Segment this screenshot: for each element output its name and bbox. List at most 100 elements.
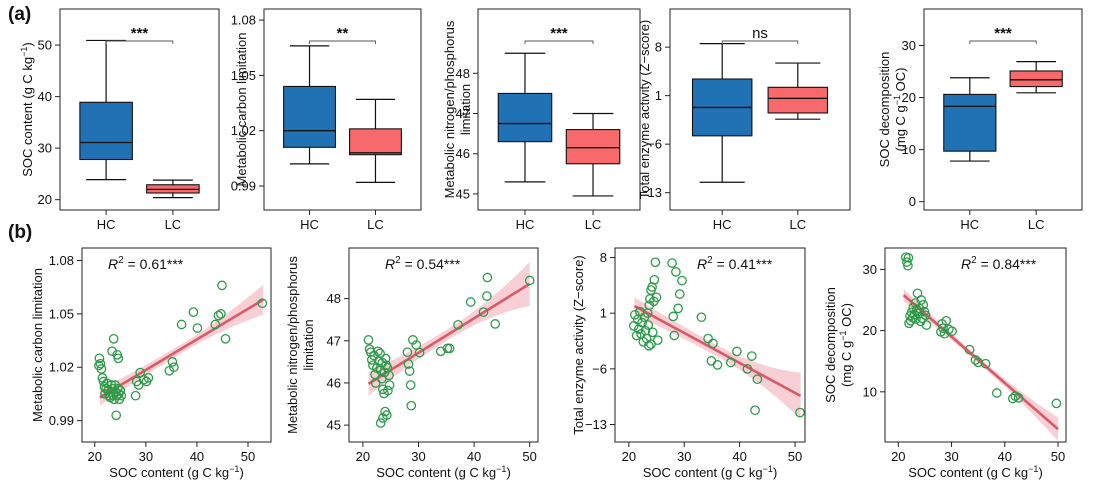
scatter-2-point xyxy=(478,307,489,317)
boxplot-1-ylabel: SOC content (g C kg−1) xyxy=(19,42,35,177)
scatter-3-r2-annotation: R2 = 0.41*** xyxy=(697,255,773,272)
scatter-4-xtick-label: 20 xyxy=(891,449,905,464)
scatter-3-point xyxy=(750,405,760,416)
scatter-4-r2-annotation: R2 = 0.84*** xyxy=(961,255,1037,272)
scatter-3-xtick-label: 50 xyxy=(788,449,802,464)
scatter-3-ytick-label: −6 xyxy=(592,361,607,376)
scatter-1-point xyxy=(116,390,127,401)
boxplot-4-xtick-label: LC xyxy=(789,217,806,232)
scatter-2-point xyxy=(363,335,374,345)
scatter-1-point xyxy=(192,323,203,333)
scatter-2-point xyxy=(378,384,388,395)
boxplot-5-ytick-label: 10 xyxy=(902,142,916,157)
scatter-1-frame xyxy=(81,247,272,443)
scatter-4-point xyxy=(918,300,929,310)
boxplot-2-ytick-label: 1.05 xyxy=(231,68,256,83)
scatter-2-regression-line xyxy=(367,282,531,385)
scatter-4-xtick-label: 40 xyxy=(998,449,1012,464)
scatter-3-ylabel: Total enzyme activity (Z−score) xyxy=(571,255,586,435)
scatter-2-point xyxy=(375,348,385,359)
boxplot-4-ylabel-text: Total enzyme activity (Z−score) xyxy=(637,20,652,200)
scatter-4-point xyxy=(941,315,952,326)
scatter-1-point xyxy=(210,319,221,330)
boxplot-1-significance-bracket xyxy=(105,40,174,44)
scatter-4-point xyxy=(947,326,957,337)
scatter-4-ytick-label: 30 xyxy=(863,262,877,277)
boxplot-2-significance-label: ** xyxy=(337,25,349,42)
scatter-3-point xyxy=(647,327,658,338)
scatter-3-point xyxy=(651,292,662,303)
scatter-3-point xyxy=(752,374,763,385)
scatter-4-ytick-label: 10 xyxy=(863,384,877,399)
scatter-1-point xyxy=(95,358,106,369)
scatter-3-point xyxy=(637,317,647,328)
scatter-1-ylabel: Metabolic carbon limitation xyxy=(30,268,45,422)
scatter-2-xlabel: SOC content (g C kg−1) xyxy=(376,464,511,480)
scatter-2-point xyxy=(402,347,413,358)
scatter-4-point xyxy=(920,310,931,321)
scatter-4-ylabel-line1: SOC decomposition xyxy=(823,287,838,403)
boxplot-1-ytick-label: 20 xyxy=(38,192,52,207)
scatter-3-point xyxy=(647,282,657,292)
scatter-3-point xyxy=(646,339,656,350)
boxplot-4-ytick-label: 1 xyxy=(655,88,662,103)
boxplot-5-ytick-label: 0 xyxy=(909,194,916,209)
scatter-1-r2-annotation: R2 = 0.61*** xyxy=(108,255,184,272)
scatter-3-point xyxy=(725,357,736,368)
scatter-1-xlabel: SOC content (g C kg−1) xyxy=(109,464,244,480)
scatter-2-ylabel-line2: limitation xyxy=(301,319,316,370)
boxplot-1-ytick-label: 30 xyxy=(38,141,52,156)
scatter-4-point xyxy=(980,358,991,369)
scatter-2-xtick-label: 30 xyxy=(411,449,425,464)
scatter-1-point xyxy=(257,298,268,309)
boxplot-5-significance-label: *** xyxy=(994,25,1012,42)
scatter-2-xtick-label: 40 xyxy=(467,449,481,464)
scatter-1-point xyxy=(169,362,179,373)
scatter-4-point xyxy=(1051,398,1062,409)
scatter-3-point xyxy=(708,338,718,349)
scatter-1-ytick-label: 1.02 xyxy=(49,360,74,375)
scatter-2-point xyxy=(375,418,386,428)
scatter-2-point xyxy=(465,297,476,307)
scatter-1-xtick-label: 20 xyxy=(88,449,102,464)
scatter-2-point xyxy=(406,400,417,411)
scatter-1-regression-line xyxy=(99,298,265,399)
scatter-3-point xyxy=(696,312,707,323)
boxplot-3-box-lc xyxy=(565,129,621,165)
boxplot-3-xtick-label: LC xyxy=(585,217,602,232)
boxplot-2-ytick-label: 1.02 xyxy=(231,123,256,138)
boxplot-2-xtick-label: HC xyxy=(300,217,319,232)
scatter-3-xtick-label: 30 xyxy=(677,449,691,464)
scatter-1-point xyxy=(113,353,124,364)
scatter-2-ytick-label: 46 xyxy=(327,375,341,390)
scatter-4-xtick-label: 30 xyxy=(944,449,958,464)
scatter-2-point xyxy=(403,359,414,369)
scatter-2-ylabel: Metabolic nitrogen/phosphorus limitation xyxy=(285,256,316,434)
boxplot-2-xtick-label: LC xyxy=(367,217,384,232)
boxplot-3-box-hc xyxy=(497,92,553,143)
boxplot-4-box-lc xyxy=(767,86,829,114)
boxplot-1-box-hc xyxy=(79,101,133,161)
scatter-4-point xyxy=(911,314,921,324)
scatter-2-point xyxy=(365,347,376,358)
scatter-1-point xyxy=(167,357,178,367)
scatter-4-point xyxy=(1007,393,1018,404)
scatter-4-point xyxy=(909,309,920,320)
scatter-1-point xyxy=(94,353,105,364)
boxplot-1-significance-label: *** xyxy=(131,25,149,42)
scatter-1-point xyxy=(111,410,122,421)
scatter-2-point xyxy=(373,346,383,357)
scatter-4-ylabel-line2: (mg C g−1 OC) xyxy=(838,303,854,387)
scatter-1-confidence-band xyxy=(99,284,264,406)
boxplot-4-ytick-label: −6 xyxy=(647,137,662,152)
scatter-1-point xyxy=(133,380,144,390)
scatter-3-point xyxy=(643,340,654,351)
scatter-2-ylabel-line1: Metabolic nitrogen/phosphorus xyxy=(285,256,300,434)
panel-label-a: (a) xyxy=(8,4,32,25)
boxplot-3-ylabel-line2: limitation xyxy=(458,84,473,135)
scatter-3-point xyxy=(673,303,683,314)
boxplot-4-xtick-label: HC xyxy=(713,217,732,232)
scatter-1-point xyxy=(115,385,126,396)
scatter-3-ytick-label: −13 xyxy=(585,417,607,432)
